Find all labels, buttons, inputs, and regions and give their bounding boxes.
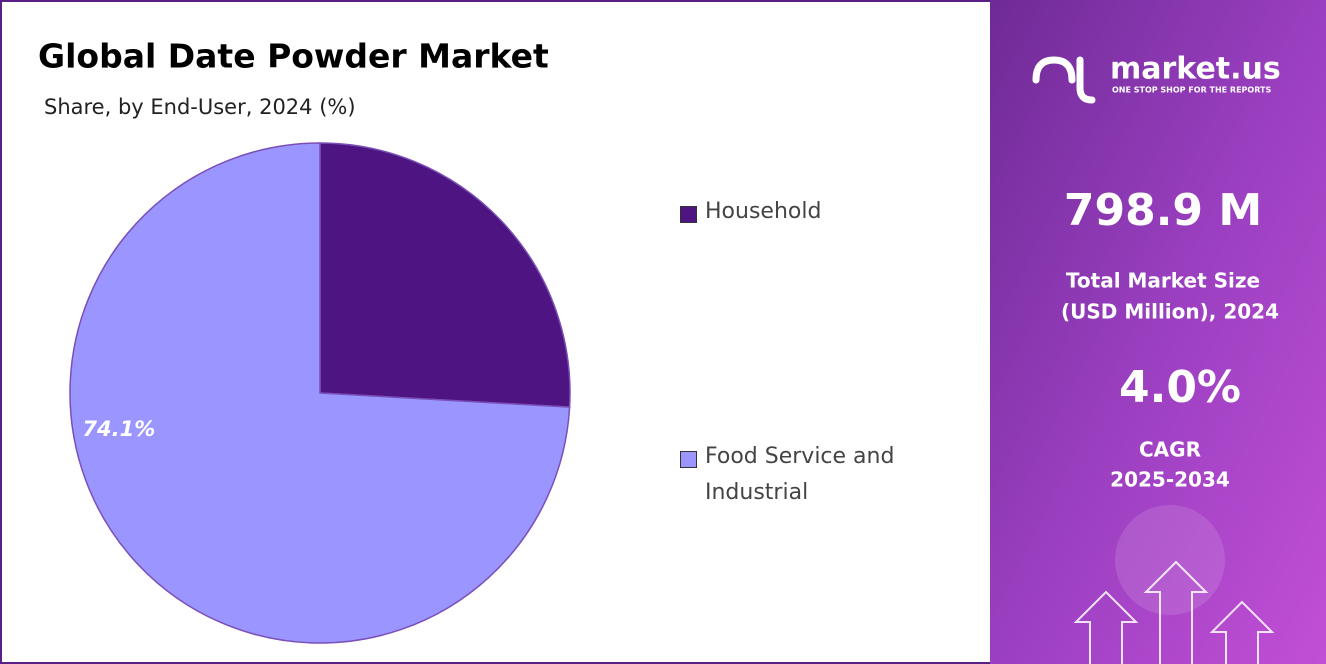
- legend-label: Household: [705, 199, 822, 224]
- cagr-label: 2025-2034: [1110, 468, 1230, 492]
- cagr: 4.0%: [1119, 362, 1241, 413]
- sidebar-bg: [990, 0, 1326, 664]
- tagline: ONE STOP SHOP FOR THE REPORTS: [1112, 86, 1271, 95]
- chart-title: Global Date Powder Market: [38, 37, 549, 76]
- cagr-label: CAGR: [1139, 438, 1201, 462]
- decor-circle: [1115, 505, 1225, 615]
- pie-slice: [319, 142, 571, 408]
- legend-swatch: [680, 206, 697, 223]
- pie-slice: [69, 142, 571, 644]
- legend-label: Food Service and Industrial: [705, 444, 895, 505]
- brand: market.us: [1110, 52, 1281, 87]
- data-label: 74.1%: [82, 417, 155, 441]
- market-size-label: Total Market Size: [1066, 269, 1260, 293]
- legend-item: Food Service and Industrial: [680, 444, 945, 511]
- market-size-label: (USD Million), 2024: [1061, 300, 1279, 324]
- legend-swatch: [680, 451, 697, 468]
- decor-arrows: [1073, 560, 1275, 664]
- chart-subtitle: Share, by End-User, 2024 (%): [44, 95, 356, 119]
- logo: [1032, 56, 1096, 104]
- legend-item: Household: [680, 199, 945, 230]
- market-size: 798.9 M: [1064, 185, 1262, 236]
